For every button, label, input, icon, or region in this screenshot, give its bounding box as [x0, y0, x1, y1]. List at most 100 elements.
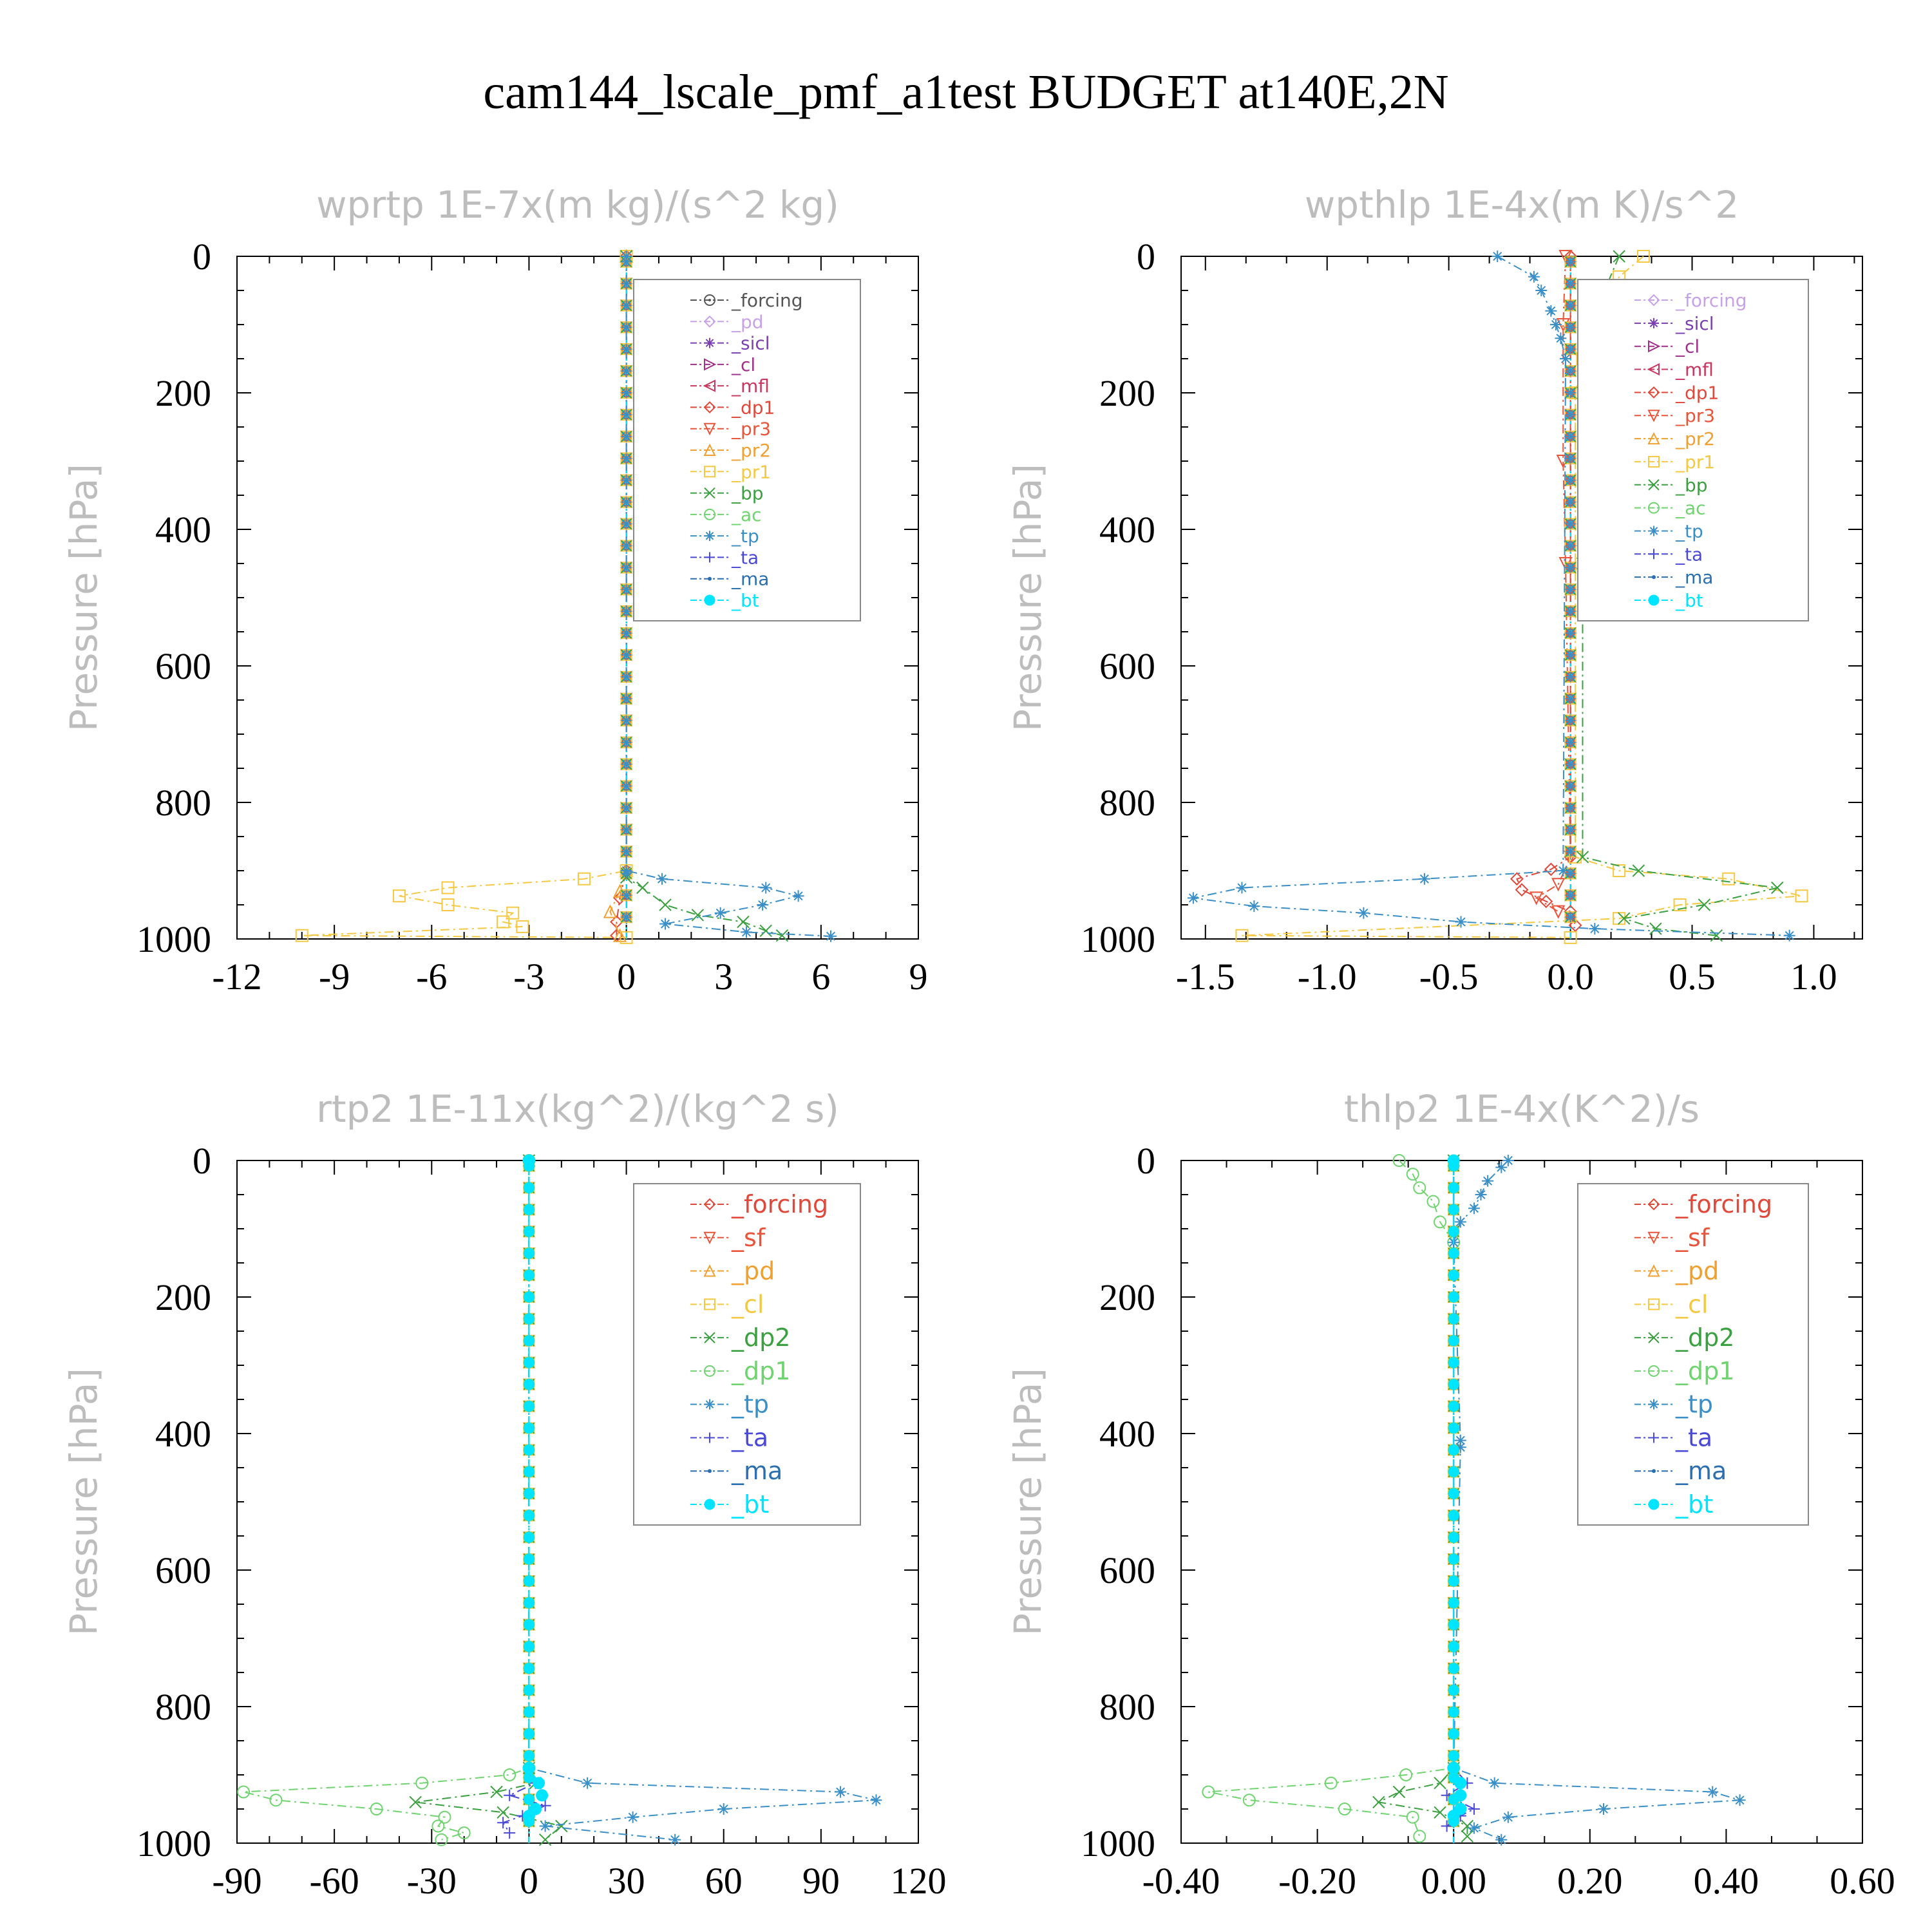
- series-point: [523, 1335, 535, 1347]
- series-point: [1406, 1168, 1419, 1181]
- series-point: [523, 1706, 535, 1718]
- series-point: [1722, 872, 1736, 886]
- series-point: [1565, 606, 1576, 617]
- series-point: [269, 1794, 283, 1807]
- series-point: [438, 1810, 451, 1824]
- series-point: [621, 824, 632, 835]
- series-point: [1248, 900, 1260, 913]
- series-point: [523, 1815, 535, 1827]
- series-point: [1418, 873, 1430, 885]
- series-point: [1568, 918, 1582, 933]
- y-tick-label: 600: [1099, 645, 1155, 687]
- series-point: [522, 1761, 535, 1774]
- legend: _forcing _sf _pd _cl _dp2 _dp1 _tp _ta _ma _bt: [1577, 1183, 1809, 1526]
- y-tick-label: 400: [155, 509, 211, 551]
- legend-label: _cl: [731, 354, 755, 375]
- y-tick-label: 1000: [1081, 918, 1155, 960]
- series-point: [523, 1444, 535, 1455]
- series-point: [621, 366, 632, 377]
- series-point: [1565, 475, 1576, 486]
- legend-label: _dp2: [731, 1323, 790, 1352]
- legend-label: _dp1: [1675, 382, 1719, 403]
- series-point: [435, 1833, 448, 1846]
- series-point: [523, 1313, 535, 1325]
- y-tick-label: 800: [1099, 782, 1155, 824]
- legend-label: _pr3: [1675, 405, 1715, 426]
- legend-marker: [704, 508, 715, 520]
- series-point: [1448, 1619, 1459, 1631]
- legend-marker: [704, 1365, 715, 1377]
- series-point: [523, 1794, 535, 1805]
- series-point: [621, 650, 632, 661]
- series-point: [1448, 1160, 1459, 1171]
- series-point: [1448, 1444, 1459, 1455]
- series-point: [409, 1795, 422, 1809]
- series-point: [1632, 864, 1645, 877]
- legend-marker: [1648, 1332, 1660, 1343]
- series-point: [717, 1803, 730, 1815]
- series-point: [1448, 1379, 1459, 1390]
- series-point: [1455, 916, 1467, 928]
- panels-group: wprtp 1E-7x(m kg)/(s^2 kg) Pressure [hPa]…: [62, 183, 1895, 1902]
- series-point: [1454, 1441, 1466, 1454]
- series-point: [1448, 1510, 1459, 1521]
- series-point: [1448, 1685, 1459, 1696]
- series-point: [1565, 409, 1576, 420]
- legend-label: _ma: [731, 569, 769, 590]
- series-point: [1448, 1597, 1459, 1609]
- series-point: [490, 1785, 503, 1799]
- legend-marker: [703, 401, 716, 413]
- y-tick-label: 400: [1099, 1413, 1155, 1455]
- series-point: [1649, 922, 1662, 935]
- y-tick-label: 800: [155, 1686, 211, 1728]
- series-point: [1448, 1335, 1459, 1347]
- y-tick-label: 0: [1137, 1140, 1155, 1182]
- series-point: [620, 251, 632, 262]
- series-point: [1468, 1822, 1480, 1834]
- series-line: [502, 1160, 547, 1833]
- legend-label: _pd: [1675, 1257, 1719, 1285]
- series-point: [1734, 1794, 1746, 1806]
- y-axis-label: Pressure [hPa]: [62, 1368, 106, 1636]
- series-point: [824, 930, 837, 942]
- y-tick-label: 200: [155, 372, 211, 414]
- y-tick-label: 1000: [137, 1823, 211, 1864]
- legend-marker: [703, 379, 715, 392]
- series-point: [582, 1777, 594, 1789]
- series-point: [1202, 1785, 1215, 1799]
- legend-label: _tp: [1675, 520, 1703, 542]
- series-point: [1399, 1768, 1413, 1781]
- series-point: [1613, 250, 1625, 263]
- series-point: [1555, 332, 1567, 345]
- legend-label: _ta: [731, 1423, 768, 1452]
- series-point: [1448, 1291, 1459, 1303]
- legend-marker: [1649, 1432, 1659, 1443]
- series-point: [1528, 270, 1540, 283]
- series-point: [1707, 1786, 1719, 1798]
- series-point: [621, 409, 632, 420]
- y-tick-label: 1000: [1081, 1823, 1155, 1864]
- series-point: [1795, 889, 1808, 903]
- series-point: [621, 344, 632, 355]
- legend-label: _pr1: [731, 461, 771, 482]
- legend-marker: [1648, 1499, 1660, 1510]
- series-point: [1565, 256, 1576, 267]
- legend-label: _sf: [731, 1224, 766, 1252]
- x-tick-label: -90: [212, 1860, 261, 1902]
- series-point: [1565, 759, 1576, 770]
- series-point: [1565, 912, 1576, 923]
- panel-title: thlp2 1E-4x(K^2)/s: [1344, 1087, 1700, 1131]
- series-line: [625, 256, 782, 936]
- legend-label: _sicl: [731, 333, 770, 354]
- series-point: [621, 693, 632, 704]
- series-point: [1565, 540, 1576, 551]
- series-line: [609, 256, 627, 936]
- series-point: [757, 899, 769, 911]
- series-point: [1448, 1663, 1459, 1674]
- series-point: [1771, 881, 1784, 895]
- legend-marker: [704, 1499, 715, 1510]
- series-line: [1193, 256, 1790, 936]
- legend: _forcing_sicl_cl_mfl_dp1_pr3_pr2_pr1_bp_…: [1577, 279, 1809, 621]
- legend-marker: [1647, 363, 1660, 376]
- series-point: [523, 1357, 535, 1368]
